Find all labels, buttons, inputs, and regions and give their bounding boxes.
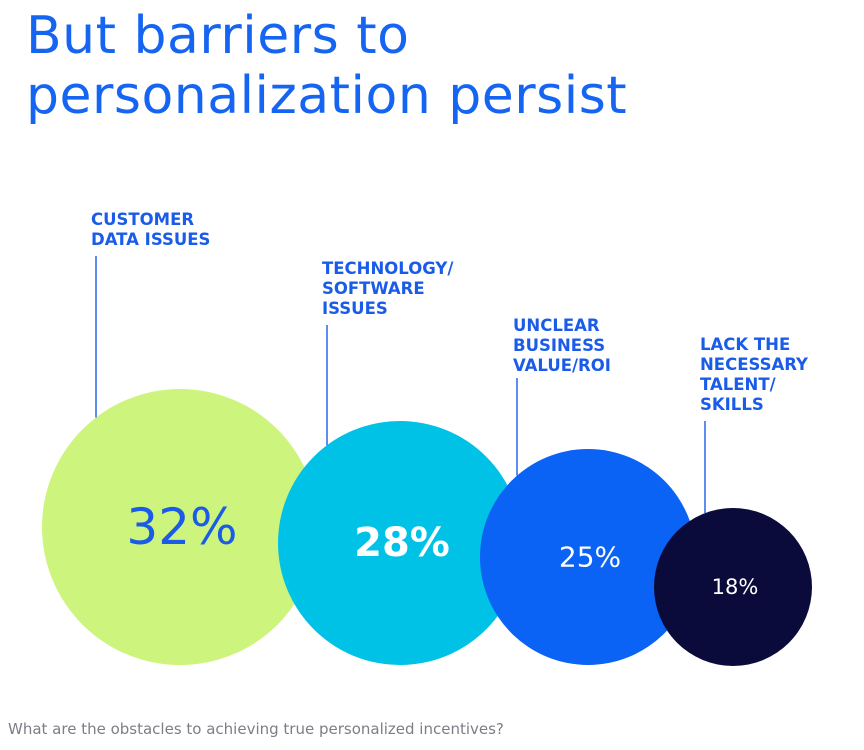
chart-title: But barriers to personalization persist	[26, 6, 627, 126]
value-label-1: 32%	[126, 498, 237, 556]
category-label-line: UNCLEAR	[513, 316, 600, 335]
value-label-3: 25%	[559, 541, 621, 574]
title-line-2: personalization persist	[26, 66, 628, 126]
category-label-line: SOFTWARE	[322, 279, 425, 298]
category-label-line: DATA ISSUES	[91, 230, 210, 249]
category-label-4: LACK THE NECESSARY TALENT/SKILLS	[700, 335, 809, 414]
title-line-1: But barriers to	[26, 6, 410, 66]
category-label-line: VALUE/ROI	[513, 356, 611, 375]
category-label-2: TECHNOLOGY/SOFTWARE ISSUES	[322, 259, 454, 318]
category-label-3: UNCLEAR BUSINESS VALUE/ROI	[513, 316, 611, 375]
category-label-line: SKILLS	[700, 395, 764, 414]
category-label-line: CUSTOMER	[91, 210, 194, 229]
value-label-2: 28%	[354, 520, 450, 566]
bubble-4	[654, 508, 812, 666]
category-label-line: NECESSARY	[700, 355, 809, 374]
survey-question: What are the obstacles to achieving true…	[8, 720, 504, 738]
bubble-2	[278, 421, 522, 665]
category-label-line: TECHNOLOGY/	[322, 259, 454, 278]
category-label-line: LACK THE	[700, 335, 790, 354]
value-label-4: 18%	[712, 575, 759, 599]
category-label-line: BUSINESS	[513, 336, 605, 355]
category-label-1: CUSTOMER DATA ISSUES	[91, 210, 210, 249]
bubble-3	[480, 449, 696, 665]
category-label-line: ISSUES	[322, 299, 388, 318]
bubble-1	[42, 389, 318, 665]
bubble-chart: CUSTOMER DATA ISSUES TECHNOLOGY/SOFTWARE IS…	[42, 210, 812, 666]
category-label-line: TALENT/	[700, 375, 777, 394]
